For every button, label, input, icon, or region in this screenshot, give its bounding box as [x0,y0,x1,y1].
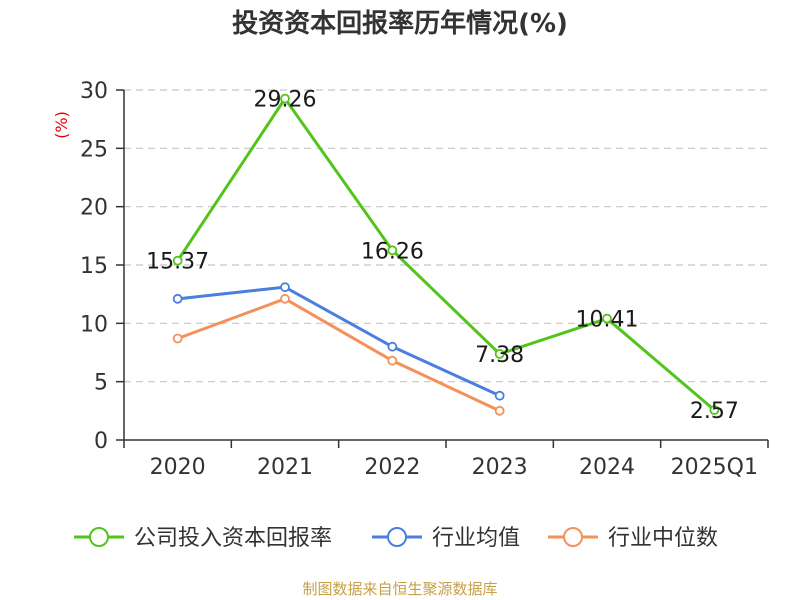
legend-item[interactable]: 公司投入资本回报率 [74,526,332,551]
legend-marker [387,527,407,547]
y-tick-label: 15 [80,254,108,279]
y-tick-label: 10 [80,312,108,337]
legend-item[interactable]: 行业中位数 [548,526,718,551]
x-tick-label: 2020 [150,455,206,480]
source-note: 制图数据来自恒生聚源数据库 [302,580,497,598]
legend-marker [563,527,583,547]
series-layer: 15.37 29.26 16.26 7.38 10.41 2.57 [146,88,739,424]
data-label: 15.37 [146,250,209,275]
x-tick-label: 2022 [364,455,420,480]
x-tick-label: 2025Q1 [671,455,758,480]
y-tick-label: 5 [94,371,108,396]
y-tick-label: 0 [94,429,108,454]
data-point[interactable] [387,341,398,352]
series-line [176,97,716,412]
series-line [177,285,501,398]
legend[interactable]: 公司投入资本回报率 行业均值 行业中位数 [74,526,718,551]
x-tick-label: 2021 [257,455,313,480]
data-point[interactable] [602,313,612,324]
axes: 0 5 10 15 20 25 30 2020 2021 2022 2023 2024 2025Q1 [80,79,769,480]
data-label: 29.26 [254,88,317,113]
legend-marker [89,527,109,547]
data-label: 2.57 [690,399,739,424]
grid-lines [124,89,768,383]
legend-label: 公司投入资本回报率 [134,526,332,551]
data-point[interactable] [172,333,183,344]
y-tick-label: 30 [80,79,108,104]
data-point[interactable] [709,405,720,415]
x-tick-label: 2024 [579,455,635,480]
data-label: 10.41 [576,308,639,333]
legend-label: 行业中位数 [608,526,718,551]
data-label: 16.26 [361,239,424,264]
data-point[interactable] [280,282,290,293]
chart-title: 投资资本回报率历年情况(%) [232,8,568,39]
x-tick-label: 2023 [472,455,528,480]
legend-label: 行业均值 [432,526,520,551]
data-point[interactable] [494,348,505,359]
data-point[interactable] [494,405,505,416]
legend-item[interactable]: 行业均值 [372,526,520,551]
data-point[interactable] [387,245,398,256]
data-point[interactable] [387,355,398,366]
data-point[interactable] [280,93,290,104]
series-line [177,297,501,413]
data-point[interactable] [172,293,183,304]
data-point[interactable] [280,293,290,304]
data-point[interactable] [494,390,505,401]
y-tick-label: 25 [80,137,108,162]
data-point[interactable] [172,255,183,266]
y-tick-label: 20 [80,196,108,221]
y-axis-label: (%) [52,111,71,139]
data-label: 7.38 [475,343,524,368]
